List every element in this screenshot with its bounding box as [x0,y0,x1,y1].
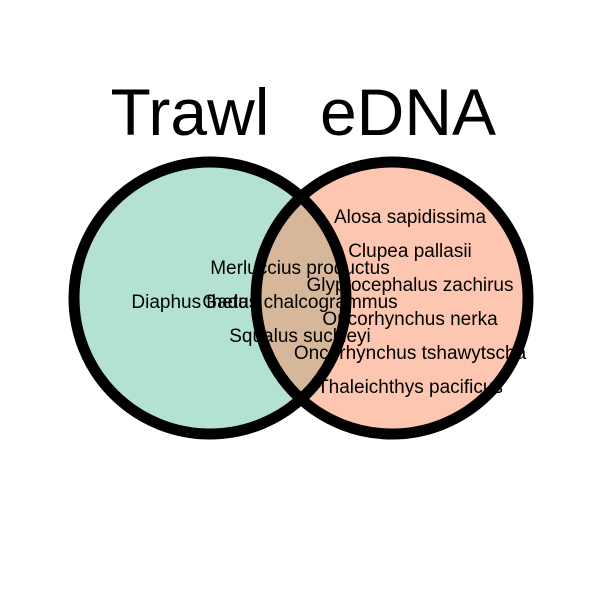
species-label-edna-only: Clupea pallasii [348,241,472,262]
species-label-edna-only: Oncorhynchus tshawytscha [294,343,527,364]
species-label-both: Merluccius productus [210,258,390,279]
species-label-edna-only: Glyptocephalus zachirus [307,275,514,296]
edna-set-outline [250,156,534,440]
species-label-edna-only: Alosa sapidissima [334,207,486,228]
trawl-set-title: Trawl [111,75,270,149]
trawl-set-outline [68,156,352,440]
species-label-both: Gadus chalcogrammus [202,292,397,313]
species-label-edna-only: Thaleichthys pacificus [317,377,503,398]
species-label-edna-only: Oncorhynchus nerka [322,309,498,330]
edna-set-title: eDNA [320,75,496,149]
species-label-both: Squalus suckleyi [229,326,371,347]
species-label-trawl-only: Diaphus theta [131,292,249,313]
